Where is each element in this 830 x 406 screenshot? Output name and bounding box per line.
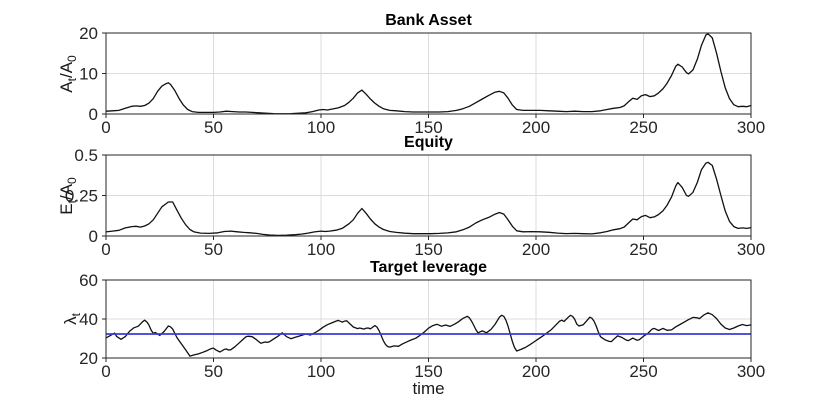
y-tick-label: 60 — [79, 271, 98, 290]
bank-asset-curve — [105, 33, 752, 115]
panel3-y-axis-label: λt — [60, 313, 84, 325]
panel2-title: Equity — [404, 134, 453, 151]
x-tick-label: 150 — [414, 362, 442, 381]
x-tick-label: 300 — [737, 240, 765, 259]
target-leverage-curve — [105, 312, 752, 357]
panel1-y-axis-label: At/A0 — [56, 55, 80, 93]
y-tick-label: 20 — [79, 349, 98, 368]
x-tick-label: 150 — [414, 240, 442, 259]
y-tick-label: 20 — [79, 24, 98, 43]
y-tick-label: 0 — [89, 227, 98, 246]
x-tick-label: 0 — [101, 240, 110, 259]
y-tick-label: 0 — [89, 105, 98, 124]
x-tick-label: 50 — [204, 362, 223, 381]
x-tick-label: 200 — [522, 118, 550, 137]
x-tick-label: 250 — [629, 118, 657, 137]
x-tick-label: 300 — [737, 118, 765, 137]
panel2-y-axis-label: Et/A0 — [56, 177, 80, 215]
x-tick-label: 150 — [414, 118, 442, 137]
panel3-title: Target leverage — [369, 259, 488, 276]
y-tick-label: 0.25 — [65, 187, 98, 206]
x-tick-label: 200 — [522, 362, 550, 381]
x-tick-label: 100 — [307, 118, 335, 137]
x-tick-label: 200 — [522, 240, 550, 259]
x-tick-label: 50 — [204, 118, 223, 137]
x-tick-label: 250 — [629, 240, 657, 259]
x-tick-label: 300 — [737, 362, 765, 381]
x-tick-label: 100 — [307, 362, 335, 381]
y-tick-label: 0.5 — [74, 146, 98, 165]
x-tick-label: 50 — [204, 240, 223, 259]
x-tick-label: 100 — [307, 240, 335, 259]
y-tick-label: 40 — [79, 310, 98, 329]
x-tick-label: 0 — [101, 362, 110, 381]
x-tick-label: 0 — [101, 118, 110, 137]
equity-curve — [105, 161, 752, 237]
y-tick-label: 10 — [79, 65, 98, 84]
panel1-title: Bank Asset — [385, 12, 472, 29]
x-axis-label: time — [412, 379, 445, 398]
x-tick-label: 250 — [629, 362, 657, 381]
